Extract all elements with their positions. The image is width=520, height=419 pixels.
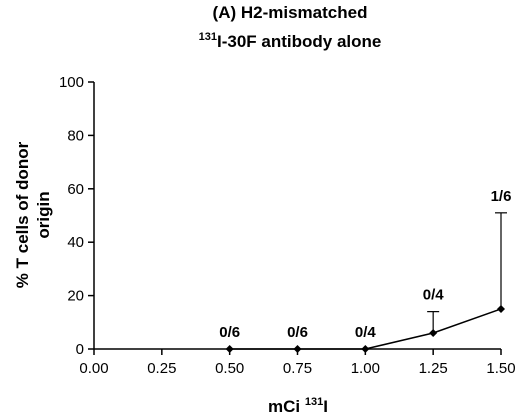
data-label: 0/4	[355, 324, 377, 341]
y-tick-label: 40	[67, 234, 84, 251]
x-tick-label: 0.00	[79, 360, 108, 377]
x-tick-label: 0.25	[147, 360, 176, 377]
x-tick-label: 0.50	[215, 360, 244, 377]
chart-title-line1: (A) H2-mismatched	[213, 3, 368, 22]
data-label: 0/6	[287, 324, 308, 341]
y-tick-label: 60	[67, 181, 84, 198]
data-label: 0/6	[219, 324, 240, 341]
y-tick-label: 0	[76, 341, 84, 358]
y-tick-label: 20	[67, 288, 84, 305]
x-tick-label: 1.00	[351, 360, 380, 377]
data-label: 0/4	[423, 287, 445, 304]
chart-title-line2: 131I-30F antibody alone	[199, 31, 382, 51]
y-axis-label-line2: origin	[34, 191, 53, 238]
data-point	[429, 328, 438, 337]
y-tick-label: 100	[59, 74, 84, 91]
x-tick-label: 0.75	[283, 360, 312, 377]
x-axis-label: mCi 131I	[268, 396, 328, 416]
data-point	[225, 345, 234, 353]
data-label: 1/6	[491, 188, 512, 205]
y-axis-label-line1: % T cells of donor	[13, 141, 32, 288]
data-point	[361, 345, 370, 353]
y-tick-label: 80	[67, 127, 84, 144]
x-tick-label: 1.25	[419, 360, 448, 377]
x-tick-label: 1.50	[486, 360, 515, 377]
data-point	[497, 304, 505, 313]
data-point	[293, 345, 302, 353]
